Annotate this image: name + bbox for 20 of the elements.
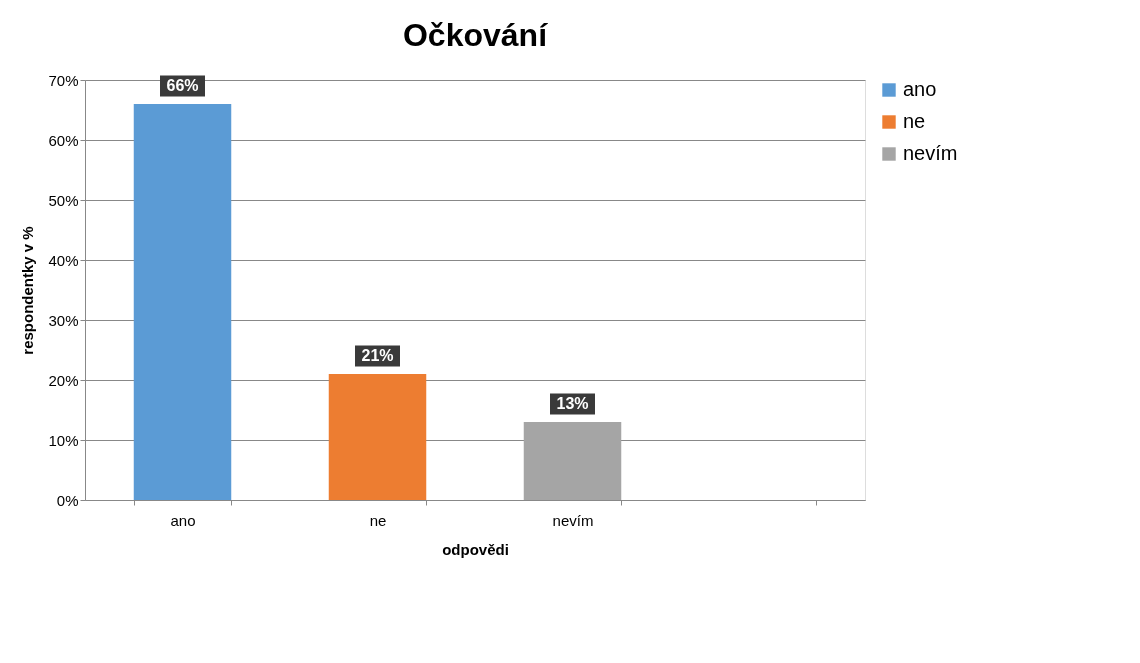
x-tick-label: nevím bbox=[552, 511, 594, 529]
y-tick-label: 40% bbox=[48, 251, 79, 269]
x-axis-title: odpovědi bbox=[442, 540, 509, 558]
y-tick-label: 20% bbox=[48, 371, 79, 389]
legend-label: ano bbox=[903, 78, 937, 100]
y-tick-label: 30% bbox=[48, 311, 79, 329]
y-tick-label: 10% bbox=[48, 431, 79, 449]
y-tick-label: 0% bbox=[56, 491, 79, 509]
y-tick-label: 60% bbox=[48, 131, 79, 149]
x-tick-label: ano bbox=[170, 511, 196, 529]
y-axis-title: respondentky v % bbox=[19, 226, 37, 355]
chart-title: Očkování bbox=[402, 17, 549, 53]
x-tick-label: ne bbox=[369, 511, 387, 529]
data-label: 66% bbox=[166, 77, 199, 94]
data-label: 13% bbox=[556, 395, 589, 412]
legend-label: nevím bbox=[903, 142, 958, 164]
y-tick-label: 50% bbox=[48, 191, 79, 209]
data-label: 21% bbox=[361, 347, 394, 364]
legend-label: ne bbox=[903, 110, 926, 132]
y-tick-label: 70% bbox=[48, 71, 79, 89]
